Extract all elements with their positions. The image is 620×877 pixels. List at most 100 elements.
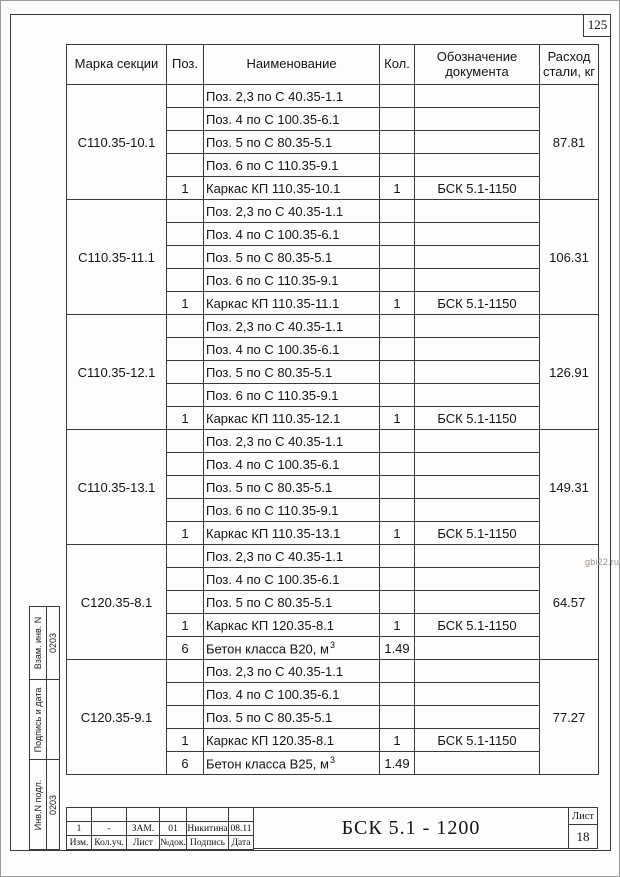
doc-cell bbox=[414, 429, 540, 453]
cubic-meter-superscript: 3 bbox=[329, 639, 335, 650]
name-cell: Поз. 4 по С 100.35-6.1 bbox=[203, 567, 380, 591]
qty-cell bbox=[379, 84, 415, 108]
qty-cell bbox=[379, 590, 415, 614]
sidebar-label: Взам. инв. N bbox=[33, 616, 43, 670]
pos-cell bbox=[166, 314, 204, 338]
pos-cell bbox=[166, 567, 204, 591]
name-cell: Поз. 4 по С 100.35-6.1 bbox=[203, 337, 380, 361]
spec-row: Поз. 6 по С 110.35-9.1 bbox=[67, 383, 599, 407]
doc-cell bbox=[414, 636, 540, 660]
qty-cell bbox=[379, 130, 415, 154]
qty-cell bbox=[379, 314, 415, 338]
left-stamp-sidebar: Взам. инв. N 0203 Подпись и дата Инв.N п… bbox=[29, 606, 60, 850]
rev-label-cell: Лист bbox=[126, 835, 160, 850]
spec-row: С110.35-10.1 Поз. 2,3 по С 40.35-1.1 87.81 bbox=[66, 84, 599, 200]
qty-cell bbox=[379, 567, 415, 591]
qty-cell bbox=[379, 360, 415, 384]
doc-cell bbox=[414, 659, 540, 683]
item-name: Поз. 4 по С 100.35-6.1 bbox=[206, 571, 340, 587]
name-cell: Поз. 2,3 по С 40.35-1.1 bbox=[203, 84, 380, 108]
doc-cell bbox=[414, 705, 540, 729]
pos-cell bbox=[166, 107, 204, 131]
sidebar-value-col: 0203 bbox=[47, 607, 59, 679]
pos-cell bbox=[166, 222, 204, 246]
qty-cell bbox=[379, 498, 415, 522]
item-name: Поз. 6 по С 110.35-9.1 bbox=[206, 502, 339, 518]
item-name: Поз. 2,3 по С 40.35-1.1 bbox=[206, 663, 344, 679]
pos-cell bbox=[166, 383, 204, 407]
specification-table: Марка секции Поз. Наименование Кол. Обоз… bbox=[66, 44, 599, 775]
doc-cell bbox=[414, 751, 540, 775]
name-cell: Поз. 5 по С 80.35-5.1 bbox=[203, 130, 380, 154]
header-pos: Поз. bbox=[166, 44, 204, 85]
sidebar-cell: Инв.N подл. 0203 bbox=[29, 759, 60, 850]
name-cell: Поз. 4 по С 100.35-6.1 bbox=[203, 222, 380, 246]
sidebar-value: 0203 bbox=[48, 632, 58, 654]
doc-cell: БСК 5.1-1150 bbox=[414, 613, 540, 637]
qty-cell bbox=[379, 107, 415, 131]
header-mark: Марка секции bbox=[66, 44, 167, 85]
spec-row: Поз. 4 по С 100.35-6.1 bbox=[67, 567, 599, 591]
pos-cell bbox=[166, 268, 204, 292]
spec-row: 6 Бетон класса В20, м3 1.49 bbox=[67, 636, 599, 660]
item-name: Поз. 6 по С 110.35-9.1 bbox=[206, 272, 339, 288]
qty-cell bbox=[379, 383, 415, 407]
name-cell: Каркас КП 120.35-8.1 bbox=[203, 613, 380, 637]
name-cell: Поз. 5 по С 80.35-5.1 bbox=[203, 360, 380, 384]
rev-value-cell: 1 bbox=[66, 821, 92, 836]
item-name: Поз. 4 по С 100.35-6.1 bbox=[206, 686, 340, 702]
pos-cell bbox=[166, 682, 204, 706]
name-cell: Поз. 2,3 по С 40.35-1.1 bbox=[203, 314, 380, 338]
pos-cell bbox=[166, 130, 204, 154]
name-cell: Поз. 4 по С 100.35-6.1 bbox=[203, 107, 380, 131]
header-qty: Кол. bbox=[379, 44, 415, 85]
name-cell: Поз. 4 по С 100.35-6.1 bbox=[203, 682, 380, 706]
name-cell: Бетон класса В20, м3 bbox=[203, 636, 380, 660]
spec-row: Поз. 4 по С 100.35-6.1 bbox=[67, 452, 599, 476]
rev-value-cell: ЗАМ. bbox=[126, 821, 160, 836]
sidebar-cell: Взам. инв. N 0203 bbox=[29, 606, 60, 680]
qty-cell bbox=[379, 659, 415, 683]
rev-empty-cell bbox=[66, 807, 92, 822]
drawing-frame bbox=[10, 14, 611, 851]
doc-cell: БСК 5.1-1150 bbox=[414, 291, 540, 315]
name-cell: Каркас КП 110.35-10.1 bbox=[203, 176, 380, 200]
name-cell: Каркас КП 110.35-13.1 bbox=[203, 521, 380, 545]
section-mark-cell: С120.35-9.1 bbox=[66, 659, 167, 775]
rev-value-cell: Никитина bbox=[186, 821, 229, 836]
rev-value-cell: 08.11 bbox=[228, 821, 254, 836]
qty-cell: 1.49 bbox=[379, 636, 415, 660]
qty-cell bbox=[379, 544, 415, 568]
sheet-number: 18 bbox=[576, 828, 590, 844]
item-name: Поз. 2,3 по С 40.35-1.1 bbox=[206, 548, 344, 564]
revision-labels-row: Изм. Кол.уч. Лист №док. Подпись Дата bbox=[66, 835, 254, 850]
spec-row: Поз. 6 по С 110.35-9.1 bbox=[67, 268, 599, 292]
qty-cell: 1 bbox=[379, 613, 415, 637]
qty-cell: 1 bbox=[379, 406, 415, 430]
qty-cell bbox=[379, 245, 415, 269]
item-name: Поз. 4 по С 100.35-6.1 bbox=[206, 111, 340, 127]
section-mark-cell: С110.35-12.1 bbox=[66, 314, 167, 430]
document-designation: БСК 5.1 - 1200 bbox=[253, 807, 569, 849]
item-name: Поз. 4 по С 100.35-6.1 bbox=[206, 456, 340, 472]
pos-cell bbox=[166, 452, 204, 476]
pos-cell bbox=[166, 498, 204, 522]
qty-cell bbox=[379, 337, 415, 361]
doc-cell: БСК 5.1-1150 bbox=[414, 521, 540, 545]
doc-cell bbox=[414, 337, 540, 361]
item-name: Поз. 6 по С 110.35-9.1 bbox=[206, 387, 339, 403]
rev-empty-cell bbox=[228, 807, 254, 822]
sidebar-value-col bbox=[47, 680, 59, 759]
spec-row: Поз. 5 по С 80.35-5.1 bbox=[67, 475, 599, 499]
sidebar-label: Подпись и дата bbox=[33, 687, 43, 752]
qty-cell: 1 bbox=[379, 176, 415, 200]
revision-table: 1 - ЗАМ. 01 Никитина 08.11 Изм. Кол.уч. … bbox=[66, 807, 254, 850]
spec-row: С110.35-11.1 Поз. 2,3 по С 40.35-1.1 106.3… bbox=[66, 199, 599, 315]
section-mark-cell: С110.35-10.1 bbox=[66, 84, 167, 200]
sidebar-label-col: Подпись и дата bbox=[30, 680, 47, 759]
sheet-label: Лист bbox=[569, 808, 597, 825]
rev-empty-cell bbox=[126, 807, 160, 822]
pos-cell: 1 bbox=[166, 728, 204, 752]
item-name: Поз. 2,3 по С 40.35-1.1 bbox=[206, 318, 344, 334]
